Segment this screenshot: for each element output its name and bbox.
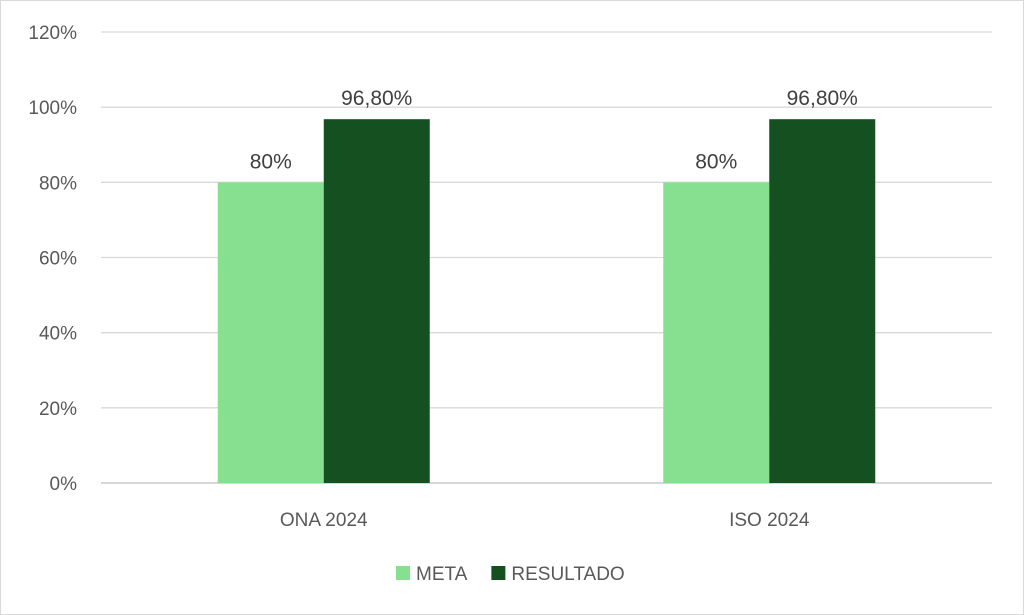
y-axis-ticks: 0% 20% 40% 60% 80% 100% 120% [28,23,77,495]
bars [217,119,876,484]
y-tick-label: 20% [39,399,77,420]
y-tick-label: 100% [28,98,77,119]
x-axis-categories: ONA 2024 ISO 2024 [280,510,810,531]
bar-resultado-1 [769,119,876,484]
category-label: ONA 2024 [280,510,368,531]
y-tick-label: 0% [50,474,78,495]
category-label: ISO 2024 [729,510,810,531]
bar-meta-0 [217,182,324,484]
data-label: 80% [250,150,292,173]
y-tick-label: 80% [39,173,77,194]
legend: META RESULTADO [396,564,625,585]
legend-label-resultado: RESULTADO [511,564,624,585]
y-tick-label: 120% [28,23,77,44]
data-label: 80% [695,150,737,173]
bar-meta-1 [663,182,770,484]
y-tick-label: 40% [39,324,77,345]
bar-resultado-0 [323,119,430,484]
data-labels: 80% 96,80% 80% 96,80% [250,87,858,173]
y-tick-label: 60% [39,249,77,270]
data-label: 96,80% [787,87,858,110]
legend-label-meta: META [416,564,468,585]
legend-swatch-meta [396,566,410,580]
data-label: 96,80% [341,87,412,110]
legend-swatch-resultado [491,566,506,580]
